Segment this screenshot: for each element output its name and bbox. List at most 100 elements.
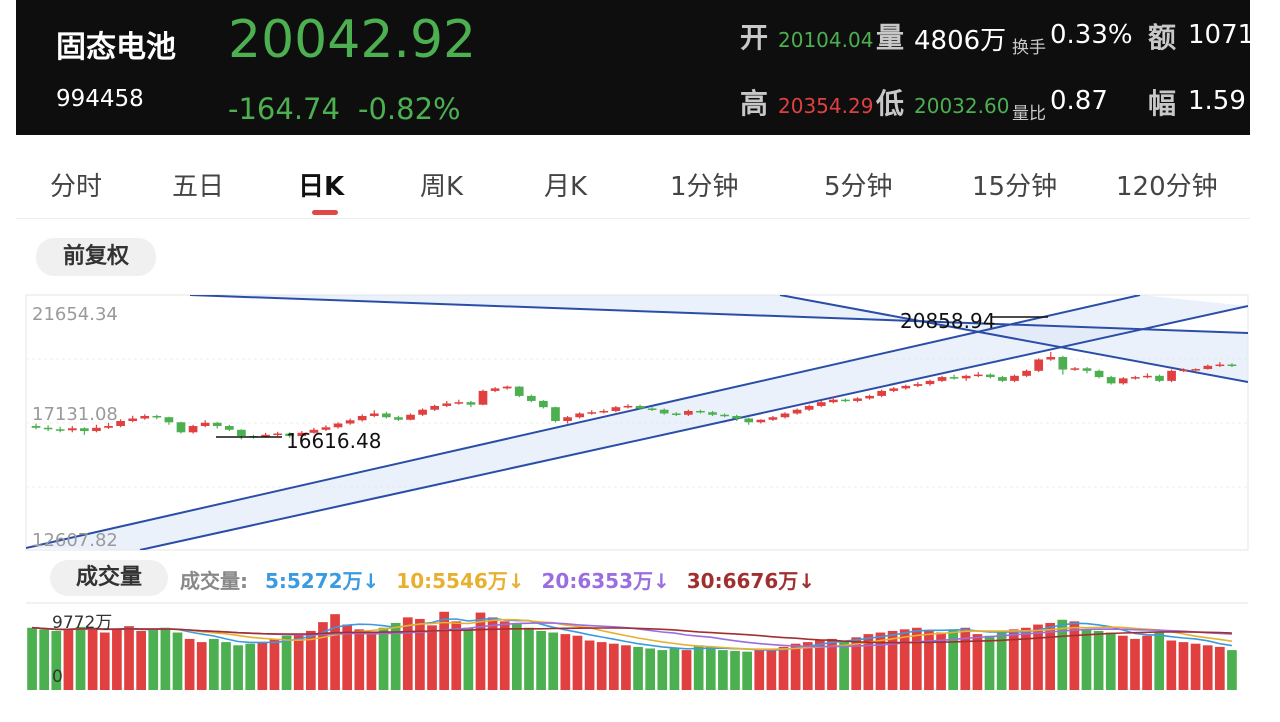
candle-body — [877, 390, 886, 396]
candle-body — [273, 433, 282, 436]
candle-body — [671, 413, 681, 415]
candle-body — [1094, 370, 1104, 378]
volume-button[interactable]: 成交量 — [50, 560, 168, 596]
candle-body — [345, 420, 355, 424]
candle-body — [635, 405, 645, 409]
volume-bar — [742, 651, 752, 690]
vol-ratio-value: 0.87 — [1050, 86, 1108, 116]
volume-bar — [960, 627, 971, 690]
volume-bar — [754, 650, 765, 690]
candle-body — [297, 432, 307, 437]
volume-bar — [366, 632, 377, 690]
candle-body — [333, 423, 343, 428]
volume-bar — [293, 634, 304, 690]
low-annotation: 16616.48 — [286, 429, 381, 453]
candle-body — [913, 384, 923, 386]
volume-bar — [851, 637, 862, 690]
volume-bar — [1214, 646, 1225, 690]
candle-body — [1034, 359, 1044, 371]
candle-body — [490, 388, 500, 391]
volume-bar — [99, 632, 110, 690]
candle-body — [104, 426, 113, 428]
volume-bar — [584, 640, 595, 690]
candle-body — [659, 409, 669, 414]
vol-ratio-label: 量比 — [1012, 104, 1046, 124]
volume-bar — [924, 630, 934, 690]
forward-adjust-button[interactable]: 前复权 — [36, 238, 156, 276]
candle-body — [1203, 365, 1213, 370]
volume-bar — [184, 638, 195, 690]
volume-bar — [1008, 629, 1019, 690]
trend-line — [139, 305, 1248, 550]
volume-bar — [815, 640, 825, 690]
volume-bar — [112, 629, 122, 690]
volume-bar — [172, 632, 183, 690]
candle-body — [575, 413, 584, 418]
candle-body — [285, 433, 295, 437]
kline-chart[interactable]: 21654.34 17131.08 12607.82 20858.94 1661… — [0, 0, 1250, 722]
screen-edge — [1250, 0, 1280, 722]
volume-bar — [475, 612, 486, 690]
amount-label: 额 — [1148, 21, 1177, 54]
tab-daily-k[interactable]: 日K — [298, 172, 345, 202]
volume-bar — [730, 650, 740, 690]
candle-body — [853, 398, 862, 401]
tab-weekly-k[interactable]: 周K — [420, 172, 464, 202]
volume-bar — [899, 629, 910, 690]
trend-line — [779, 295, 1248, 383]
candle-body — [1058, 357, 1068, 370]
volume-bar — [1130, 638, 1140, 690]
candle-body — [1227, 364, 1237, 367]
candle-body — [804, 405, 814, 410]
candle-body — [986, 374, 995, 378]
volume-bar — [1118, 635, 1128, 690]
candle-body — [67, 428, 77, 431]
candle-body — [756, 419, 766, 423]
period-tabs: 分时 五日 日K 周K 月K 1分钟 5分钟 15分钟 120分钟 ⌄ — [16, 152, 1266, 219]
volume-bar — [778, 646, 789, 690]
tab-monthly-k[interactable]: 月K — [544, 172, 588, 202]
tab-5min[interactable]: 5分钟 — [824, 172, 893, 202]
volume-bar — [318, 622, 328, 690]
volume-bar — [1057, 619, 1068, 690]
candle-body — [212, 422, 222, 427]
volume-bar — [87, 627, 98, 690]
volume-bar — [524, 627, 534, 690]
candle-body — [92, 427, 101, 432]
tab-15min[interactable]: 15分钟 — [972, 172, 1058, 202]
price-change-pct: -0.82% — [358, 92, 461, 126]
candle-body — [55, 429, 65, 431]
volume-bar — [1166, 640, 1177, 690]
volume-bar — [257, 642, 268, 690]
volume-bar — [669, 648, 680, 690]
stock-code: 994458 — [56, 86, 144, 112]
ma20-value: 20:6353万↓ — [541, 569, 670, 593]
volume-bar — [681, 650, 692, 690]
ma30-value: 30:6676万↓ — [686, 569, 816, 593]
candle-body — [152, 415, 162, 418]
tab-1min[interactable]: 1分钟 — [670, 172, 739, 202]
tab-intraday[interactable]: 分时 — [50, 172, 103, 202]
candle-body — [720, 414, 729, 417]
volume-bar — [463, 627, 474, 690]
candle-body — [466, 402, 476, 405]
candle-body — [816, 402, 826, 406]
candle-body — [526, 395, 536, 401]
high-annotation: 20858.94 — [900, 309, 995, 333]
tab-five-day[interactable]: 五日 — [172, 172, 225, 202]
volume-zero-label: 0 — [52, 667, 63, 687]
candle-body — [309, 429, 319, 433]
candle-body — [514, 386, 524, 396]
tab-120min[interactable]: 120分钟 — [1116, 172, 1218, 202]
volume-bar — [281, 635, 292, 690]
candle-body — [116, 421, 125, 427]
ma10-value: 10:5546万↓ — [396, 569, 525, 593]
candle-body — [357, 415, 367, 421]
volume-bar — [972, 634, 983, 690]
volume-bar — [718, 650, 728, 690]
volume-bar — [209, 638, 219, 690]
candle-body — [224, 426, 234, 430]
candle-body — [841, 399, 850, 402]
volume-bar — [1081, 629, 1092, 690]
candle-body — [925, 380, 935, 385]
